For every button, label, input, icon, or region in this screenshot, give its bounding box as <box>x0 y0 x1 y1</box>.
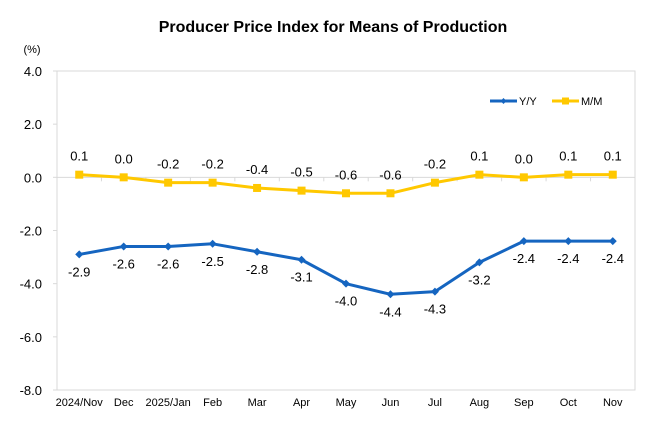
x-tick-label: Sep <box>514 397 534 409</box>
x-tick-label: Aug <box>470 397 490 409</box>
x-tick-label: Jun <box>382 397 400 409</box>
data-point-square <box>430 178 439 187</box>
legend-item: M/M <box>552 96 602 108</box>
x-tick-label: Mar <box>248 397 267 409</box>
data-label: -0.5 <box>290 165 312 180</box>
legend-label: Y/Y <box>519 96 537 108</box>
data-point-square <box>297 186 306 195</box>
data-point-square <box>608 170 617 179</box>
data-point-square <box>119 173 128 182</box>
x-tick-label: Jul <box>428 397 442 409</box>
y-tick-label: -8.0 <box>20 383 42 398</box>
plot-area <box>56 70 636 391</box>
data-label: -4.3 <box>424 302 446 317</box>
data-label: -3.1 <box>290 270 312 285</box>
data-point-diamond <box>430 287 439 296</box>
data-label: 0.1 <box>559 149 577 164</box>
legend-marker-square <box>562 97 569 105</box>
data-label: -2.4 <box>557 251 579 266</box>
data-label: -4.0 <box>335 294 357 309</box>
y-tick-label: 2.0 <box>24 117 42 132</box>
series-mm: 0.1 0.0 -0.2 -0.2 -0.4 -0.5 -0.6 -0.6 -0.2 0.1 0.0… <box>70 149 622 198</box>
data-point-diamond <box>297 255 306 264</box>
data-label: -2.4 <box>602 251 624 266</box>
y-axis-unit-label: (%) <box>23 44 40 56</box>
data-point-square <box>519 173 528 182</box>
x-tick-label: 2025/Jan <box>146 397 191 409</box>
chart-title: Producer Price Index for Means of Produc… <box>159 19 508 36</box>
data-label: -2.9 <box>68 264 90 279</box>
data-point-diamond <box>342 279 350 288</box>
legend-label: M/M <box>581 96 602 108</box>
data-label: -2.6 <box>157 256 179 271</box>
y-tick-label: 0.0 <box>24 170 42 185</box>
x-tick-label: Dec <box>114 397 134 409</box>
data-point-diamond <box>564 237 573 246</box>
data-point-square <box>564 170 573 179</box>
data-label: -4.4 <box>379 304 401 319</box>
series-layer: -2.9 -2.6 -2.6 -2.5 -2.8 -3.1 -4.0 -4.4 -4.3 -3.2… <box>68 149 624 320</box>
data-point-diamond <box>386 290 395 299</box>
x-axis: 2024/Nov Dec 2025/Jan Feb Mar Apr May Jun Jul Aug… <box>56 177 623 409</box>
data-label: 0.0 <box>515 151 533 166</box>
data-point-square <box>342 189 350 198</box>
x-tick-label: Feb <box>203 397 222 409</box>
data-point-diamond <box>164 242 173 251</box>
data-label: -0.2 <box>424 157 446 172</box>
data-label: -0.6 <box>379 167 401 182</box>
y-tick-label: -4.0 <box>20 277 42 292</box>
data-label: -2.8 <box>246 262 268 277</box>
data-point-square <box>386 189 395 198</box>
y-axis: 4.0 2.0 0.0 -2.0 -4.0 -6.0 -8.0 <box>20 64 57 398</box>
data-label: -0.2 <box>201 157 223 172</box>
y-tick-label: -2.0 <box>20 224 42 239</box>
data-label: 0.1 <box>470 149 488 164</box>
data-point-square <box>253 183 262 192</box>
data-label: -2.4 <box>513 251 535 266</box>
data-label: -0.2 <box>157 157 179 172</box>
data-label: -3.2 <box>468 272 490 287</box>
y-tick-label: 4.0 <box>24 64 42 79</box>
data-point-square <box>208 178 217 187</box>
data-label: -2.6 <box>112 256 134 271</box>
data-point-diamond <box>208 239 217 248</box>
data-label: 0.0 <box>115 151 133 166</box>
data-point-diamond <box>519 237 528 246</box>
data-point-diamond <box>119 242 128 251</box>
data-label: 0.1 <box>70 149 88 164</box>
x-tick-label: Apr <box>293 397 310 409</box>
data-point-diamond <box>253 247 262 256</box>
data-label: -2.5 <box>201 254 223 269</box>
data-label: -0.6 <box>335 167 357 182</box>
data-label: -0.4 <box>246 162 268 177</box>
data-point-diamond <box>475 258 484 267</box>
y-tick-label: -6.0 <box>20 330 42 345</box>
x-tick-label: 2024/Nov <box>56 397 104 409</box>
legend-item: Y/Y <box>490 96 537 108</box>
data-label: 0.1 <box>604 149 622 164</box>
legend: Y/Y M/M <box>490 96 602 108</box>
x-tick-label: Oct <box>560 397 577 409</box>
x-tick-label: May <box>336 397 357 409</box>
data-point-square <box>164 178 173 187</box>
data-point-diamond <box>75 250 84 259</box>
data-point-square <box>475 170 484 179</box>
data-point-diamond <box>608 237 617 246</box>
legend-marker-diamond <box>500 98 507 104</box>
series-yy: -2.9 -2.6 -2.6 -2.5 -2.8 -3.1 -4.0 -4.4 -4.3 -3.2… <box>68 237 624 319</box>
x-tick-label: Nov <box>603 397 623 409</box>
data-point-square <box>75 170 84 179</box>
